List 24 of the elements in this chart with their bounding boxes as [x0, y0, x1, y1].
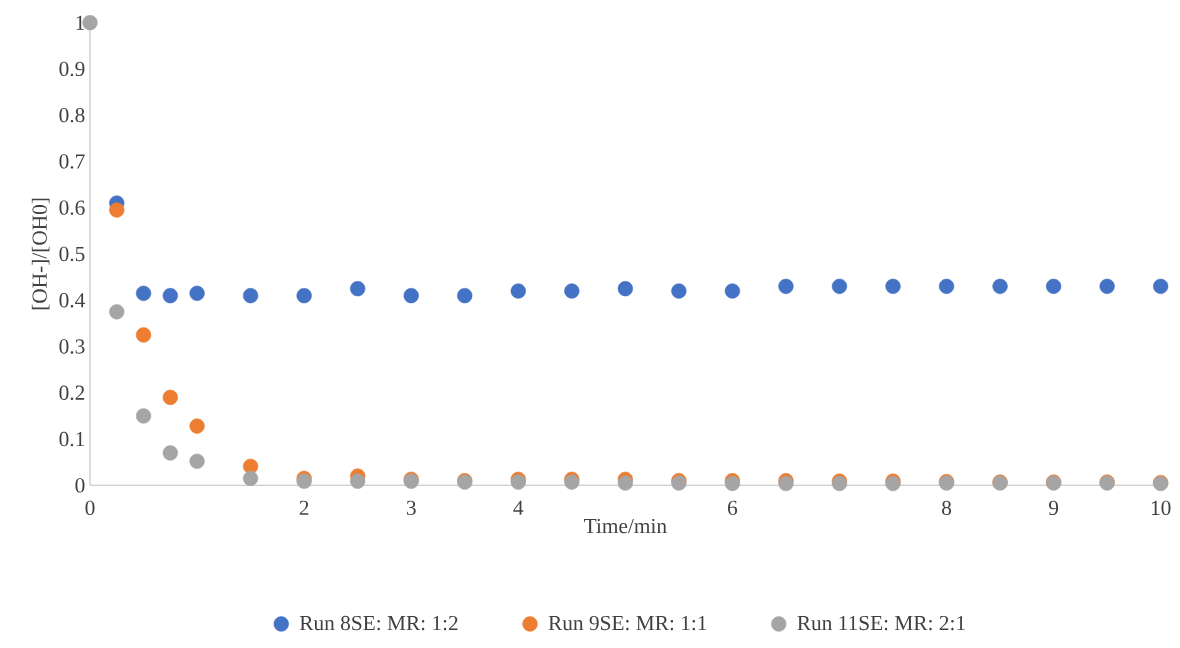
- x-tick-label: 6: [728, 500, 738, 516]
- x-tick-label: 9: [1048, 500, 1059, 516]
- x-axis-title: Time/min: [584, 518, 667, 534]
- y-tick-label: 0.3: [59, 339, 85, 354]
- x-tick-label: 8: [942, 500, 952, 516]
- y-tick-label: 0: [75, 478, 85, 493]
- y-tick-label: 0.6: [59, 200, 85, 215]
- legend-label: Run 8SE: MR: 1:2: [299, 615, 458, 631]
- x-tick-label: 4: [513, 500, 524, 515]
- x-tick-label: 0: [85, 500, 95, 516]
- y-tick-label: 0.5: [59, 246, 85, 262]
- y-axis-title: [OH-]/[OH0]: [31, 198, 50, 310]
- y-tick-label: 0.9: [59, 61, 85, 77]
- y-tick-label: 0.8: [59, 107, 85, 123]
- y-tick-label: 0.4: [59, 293, 85, 308]
- legend-label: Run 9SE: MR: 1:1: [548, 615, 707, 631]
- y-tick-label: 1: [76, 15, 85, 30]
- y-tick-label: 0.2: [59, 385, 85, 401]
- y-tick-label: 0.1: [59, 431, 85, 447]
- legend-label: Run 11SE: MR: 2:1: [797, 615, 965, 631]
- x-tick-label: 3: [406, 500, 416, 516]
- x-tick-label: 2: [299, 500, 309, 515]
- y-tick-label: 0.7: [59, 154, 85, 169]
- x-tick-label: 10: [1151, 500, 1171, 516]
